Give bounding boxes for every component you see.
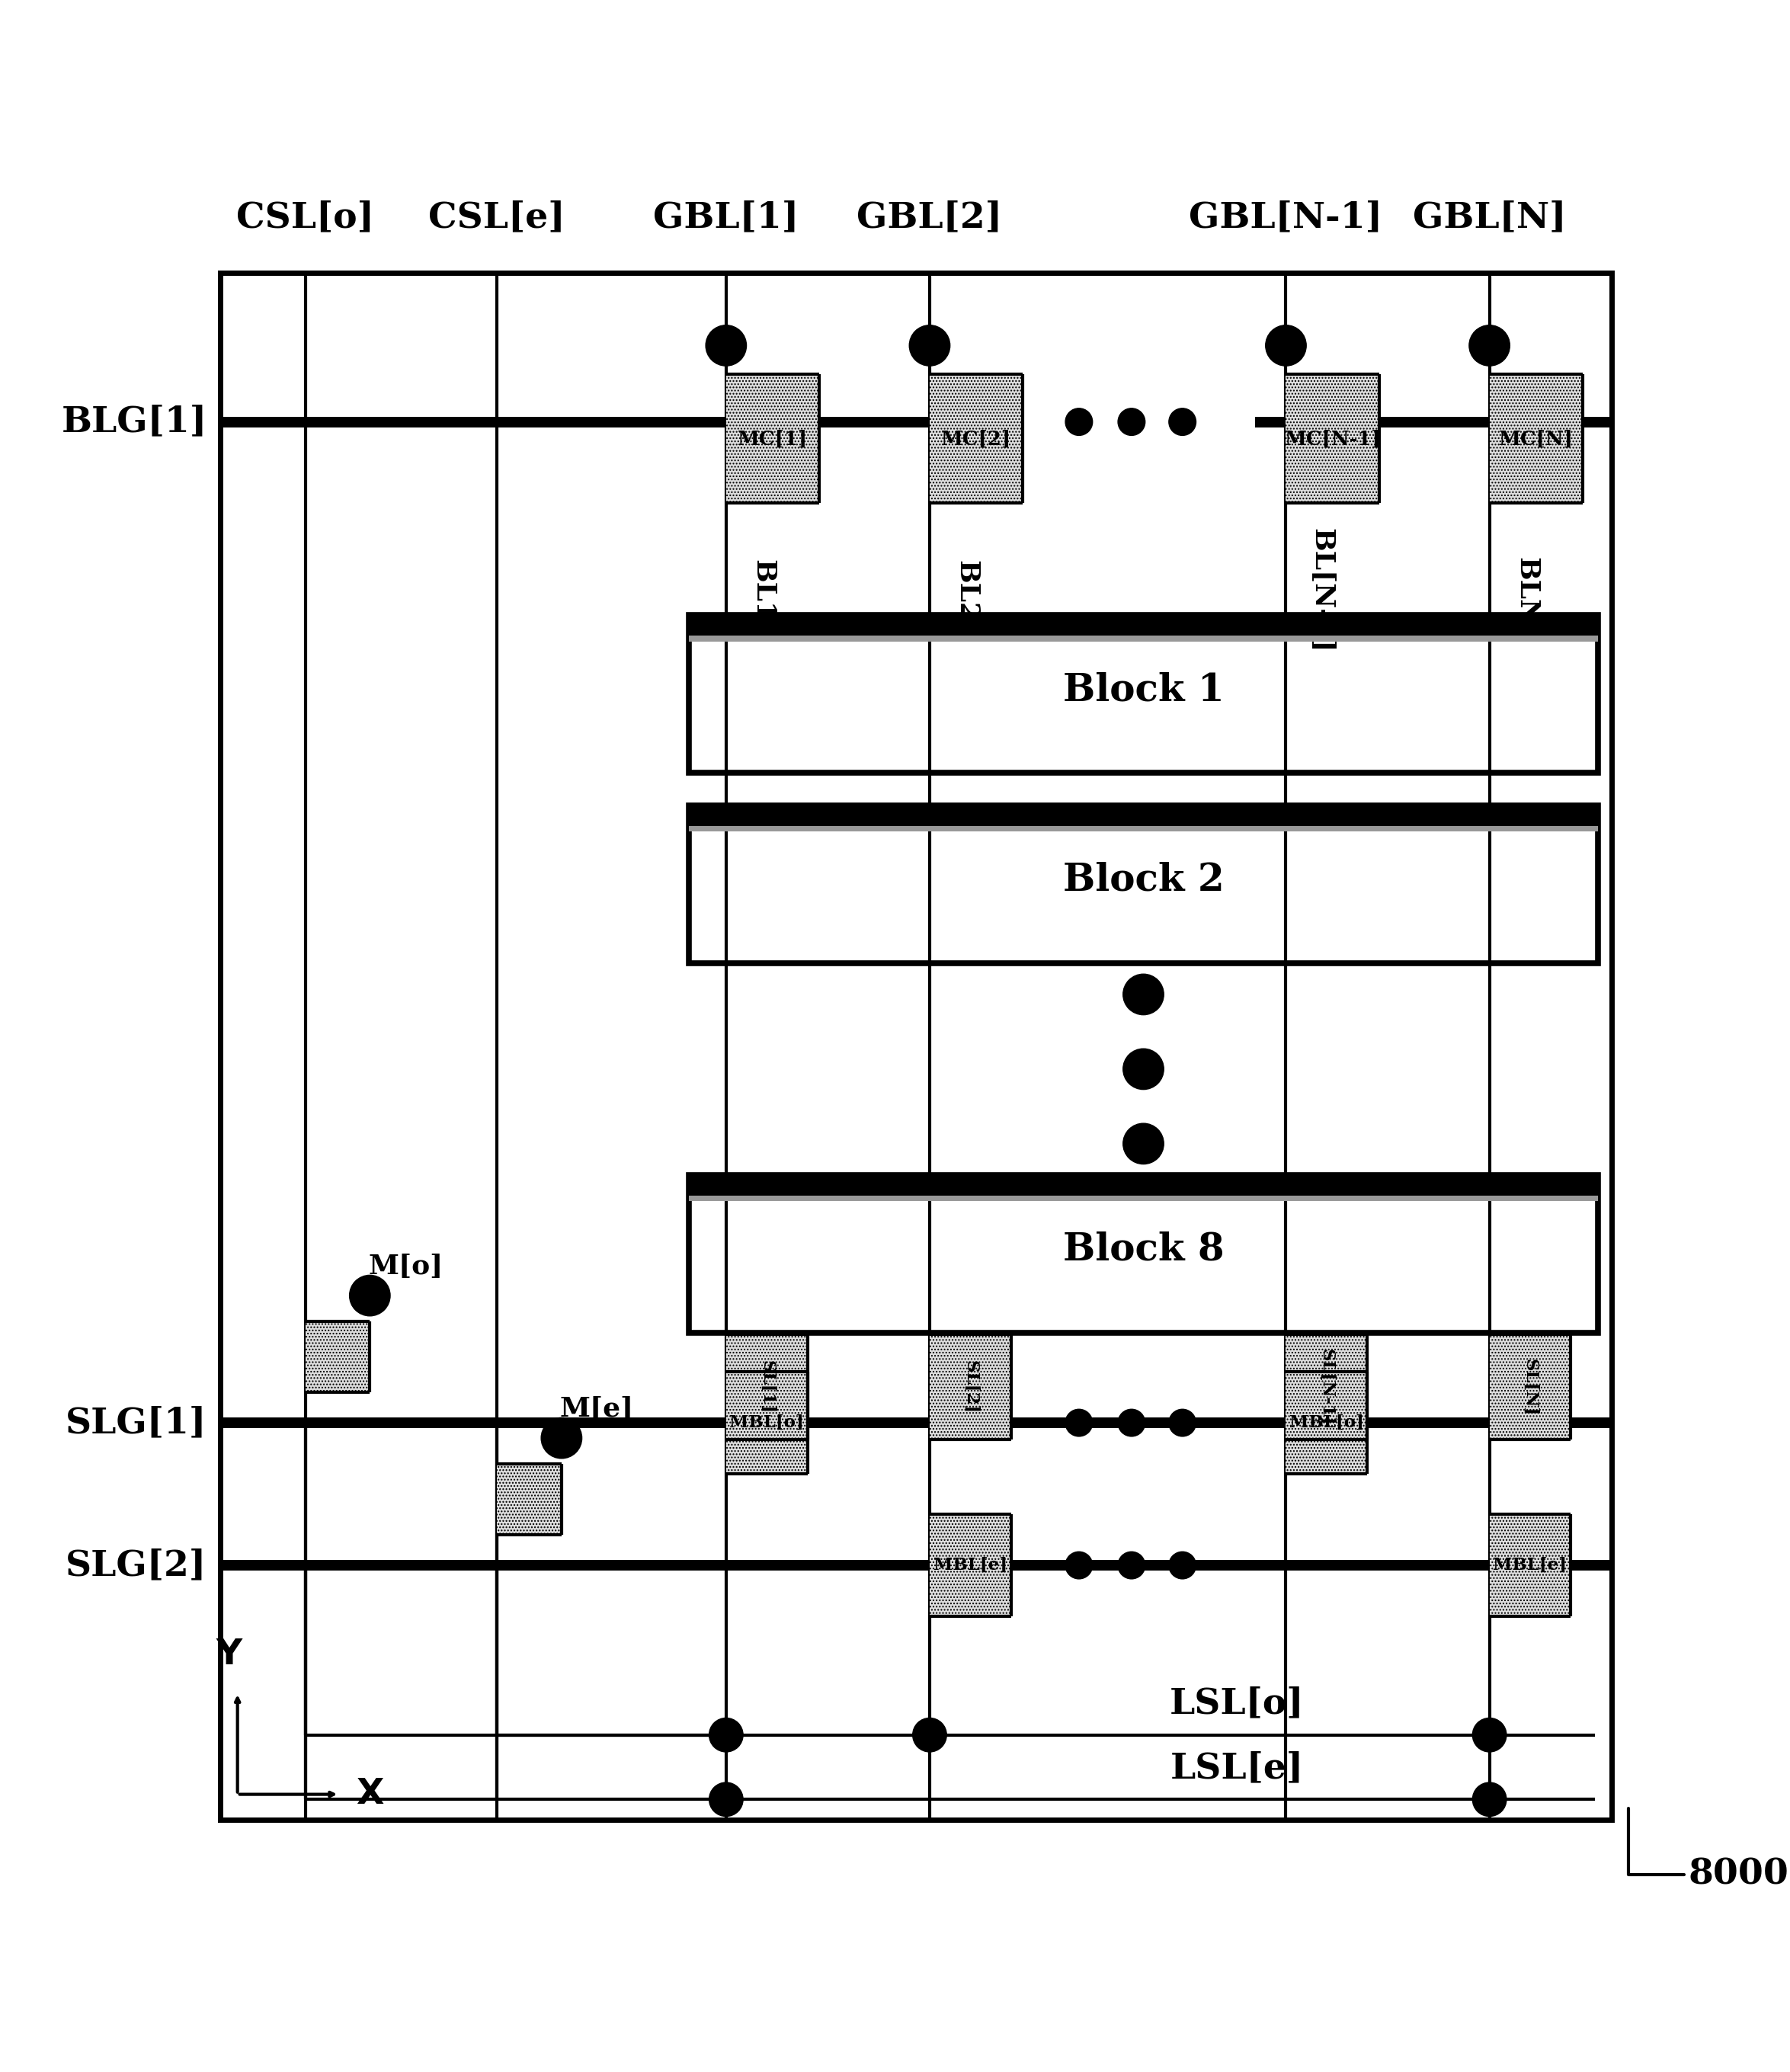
- Circle shape: [1119, 1552, 1146, 1579]
- Bar: [689, 1175, 1598, 1196]
- Text: X: X: [356, 1778, 385, 1811]
- Bar: [689, 806, 1598, 827]
- Circle shape: [1119, 1409, 1146, 1436]
- Text: Block 8: Block 8: [1063, 1231, 1224, 1268]
- Text: M[o]: M[o]: [369, 1254, 442, 1278]
- Text: GBL[2]: GBL[2]: [857, 201, 1002, 236]
- Bar: [498, 1463, 562, 1535]
- Text: Block 1: Block 1: [1063, 671, 1224, 709]
- Bar: [689, 615, 1598, 636]
- Text: MBL[o]: MBL[o]: [730, 1415, 804, 1432]
- Bar: [1285, 375, 1380, 503]
- Text: BL2: BL2: [954, 559, 979, 622]
- Bar: [689, 615, 1598, 773]
- Circle shape: [709, 1782, 743, 1817]
- Circle shape: [1169, 1409, 1196, 1436]
- Text: MBL[o]: MBL[o]: [1289, 1415, 1364, 1432]
- Circle shape: [709, 1718, 743, 1753]
- Circle shape: [1169, 1552, 1196, 1579]
- Bar: [727, 1372, 807, 1473]
- Text: SLG[1]: SLG[1]: [66, 1405, 208, 1440]
- Text: Y: Y: [217, 1637, 242, 1672]
- Text: SL[1]: SL[1]: [759, 1361, 775, 1413]
- Text: LSL[o]: LSL[o]: [1169, 1687, 1303, 1722]
- Text: 8000: 8000: [1629, 1809, 1788, 1892]
- Bar: [306, 1322, 371, 1392]
- Circle shape: [1266, 325, 1307, 367]
- Bar: [1489, 1334, 1572, 1440]
- Bar: [727, 375, 820, 503]
- Circle shape: [909, 325, 950, 367]
- Text: BL1: BL1: [750, 559, 775, 622]
- Circle shape: [1122, 974, 1164, 1015]
- Text: MBL[e]: MBL[e]: [933, 1556, 1008, 1575]
- Bar: [1285, 1372, 1368, 1473]
- Circle shape: [541, 1417, 582, 1459]
- Bar: [1489, 375, 1582, 503]
- Text: MC[2]: MC[2]: [942, 429, 1011, 448]
- Circle shape: [913, 1718, 947, 1753]
- Text: M[e]: M[e]: [560, 1394, 634, 1421]
- Bar: [929, 1334, 1011, 1440]
- Circle shape: [1122, 1048, 1164, 1090]
- Circle shape: [1122, 1123, 1164, 1164]
- Circle shape: [1470, 325, 1509, 367]
- Text: CSL[o]: CSL[o]: [236, 201, 374, 236]
- Text: BLN: BLN: [1513, 557, 1539, 624]
- Text: SL[N-1]: SL[N-1]: [1317, 1349, 1335, 1426]
- Circle shape: [1065, 408, 1092, 435]
- Circle shape: [1065, 1552, 1092, 1579]
- Bar: [929, 1515, 1011, 1616]
- Text: MC[1]: MC[1]: [737, 429, 807, 448]
- Text: BLG[1]: BLG[1]: [61, 404, 208, 439]
- Text: SL[2]: SL[2]: [961, 1361, 979, 1413]
- Circle shape: [1169, 408, 1196, 435]
- Bar: [689, 1175, 1598, 1332]
- Bar: [689, 636, 1598, 642]
- Circle shape: [1065, 1409, 1092, 1436]
- Circle shape: [349, 1274, 390, 1316]
- Circle shape: [1119, 408, 1146, 435]
- Text: MC[N]: MC[N]: [1498, 429, 1573, 448]
- Bar: [929, 375, 1022, 503]
- Bar: [689, 1196, 1598, 1202]
- Bar: [220, 274, 1611, 1819]
- Text: SL[N]: SL[N]: [1522, 1359, 1539, 1415]
- Bar: [689, 827, 1598, 831]
- Text: MC[N-1]: MC[N-1]: [1283, 429, 1380, 448]
- Text: SLG[2]: SLG[2]: [66, 1548, 208, 1583]
- Text: GBL[1]: GBL[1]: [653, 201, 798, 236]
- Bar: [689, 806, 1598, 963]
- Text: LSL[e]: LSL[e]: [1171, 1751, 1303, 1786]
- Text: GBL[N-1]: GBL[N-1]: [1189, 201, 1382, 236]
- Text: Block 2: Block 2: [1063, 862, 1224, 899]
- Circle shape: [1473, 1782, 1507, 1817]
- Text: CSL[e]: CSL[e]: [428, 201, 566, 236]
- Text: BL[N-1]: BL[N-1]: [1310, 528, 1335, 653]
- Bar: [1285, 1334, 1368, 1440]
- Text: MBL[e]: MBL[e]: [1493, 1556, 1568, 1575]
- Circle shape: [705, 325, 746, 367]
- Bar: [1489, 1515, 1572, 1616]
- Bar: [727, 1334, 807, 1440]
- Text: GBL[N]: GBL[N]: [1412, 201, 1566, 236]
- Circle shape: [1473, 1718, 1507, 1753]
